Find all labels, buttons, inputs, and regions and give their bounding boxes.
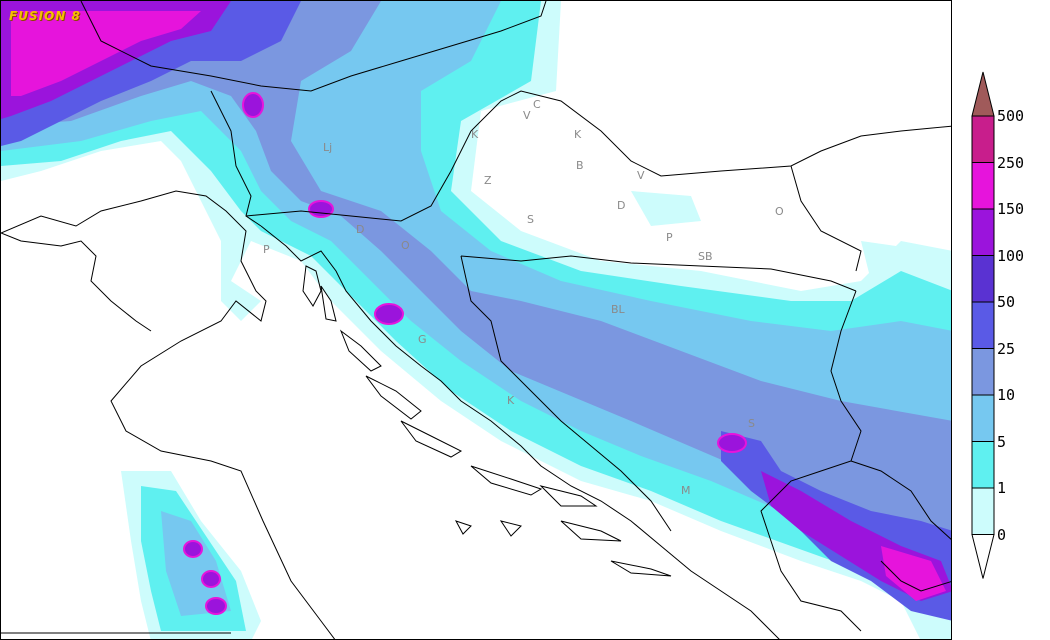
island: [470, 465, 543, 496]
coastline: [1, 190, 336, 639]
legend-swatch: [971, 255, 995, 303]
legend-swatch: [971, 162, 995, 210]
place-label-sb: SB: [698, 250, 713, 263]
precip-band-2: [161, 511, 231, 616]
place-label-bl: BL: [611, 303, 625, 316]
precip-spot: [242, 92, 264, 118]
island: [610, 560, 672, 577]
place-label-k3: K: [507, 394, 515, 407]
legend-level-label: 150: [997, 200, 1025, 218]
island: [320, 285, 337, 322]
border: [880, 560, 951, 592]
legend-swatch: [971, 487, 995, 535]
legend-level-label: 0: [997, 525, 1007, 544]
island: [454, 520, 472, 535]
precipitation-field: [1, 1, 951, 639]
place-label-s2: S: [748, 417, 755, 430]
precip-band-3: [1, 1, 951, 541]
place-label-p2: P: [666, 231, 673, 244]
map-canvas: [1, 1, 951, 639]
place-label-z: Z: [484, 174, 492, 187]
place-label-d1: D: [617, 199, 626, 212]
legend-swatch: [971, 348, 995, 396]
place-label-lj: Lj: [323, 141, 333, 154]
precip-spot: [308, 200, 334, 218]
border: [245, 90, 951, 222]
place-label-p1: P: [263, 243, 270, 256]
legend-swatch: [971, 301, 995, 349]
border: [460, 255, 857, 292]
border: [80, 1, 547, 92]
place-label-o1: O: [775, 205, 784, 218]
precip-spot: [717, 433, 747, 453]
place-label-v2: V: [637, 169, 645, 182]
model-brand-label: FUSION 8: [9, 9, 81, 23]
place-label-s1: S: [527, 213, 534, 226]
precip-band-7: [11, 11, 201, 96]
precip-spot: [201, 570, 221, 588]
precipitation-map: FUSION 8 Lj C V K K B Z V D S O P D O P SB BL G K S M: [0, 0, 952, 640]
legend-level-label: 500: [997, 107, 1025, 125]
place-label-k1: K: [471, 128, 479, 141]
place-label-g: G: [418, 333, 427, 346]
precip-band-7: [881, 546, 946, 601]
legend-swatch: [971, 394, 995, 442]
place-label-c: C: [533, 98, 541, 111]
island: [560, 520, 622, 542]
place-label-k2: K: [574, 128, 582, 141]
island: [302, 265, 322, 307]
legend-level-label: 50: [997, 293, 1016, 311]
legend-swatch: [971, 208, 995, 256]
place-label-o2: O: [401, 239, 410, 252]
precipitation-legend: [971, 71, 995, 579]
precip-spot: [374, 303, 404, 325]
coastline: [1, 232, 152, 332]
legend-level-label: 25: [997, 339, 1016, 358]
precip-spot: [205, 597, 227, 615]
border: [760, 290, 862, 632]
legend-level-label: 1: [997, 479, 1007, 497]
island: [539, 485, 598, 507]
coastline: [260, 225, 780, 639]
legend-level-label: 10: [997, 386, 1016, 404]
precip-spot: [183, 540, 203, 558]
border: [850, 460, 951, 540]
legend-swatch: [971, 115, 995, 163]
legend-level-label: 250: [997, 153, 1025, 172]
place-label-v1: V: [523, 109, 531, 122]
map-outlines: [1, 1, 951, 639]
precip-band-0: [631, 191, 701, 226]
legend-underflow-triangle: [971, 534, 995, 579]
place-label-d2: D: [356, 223, 365, 236]
place-label-m: M: [681, 484, 691, 497]
place-label-b: B: [576, 159, 584, 172]
island: [499, 520, 522, 537]
island: [365, 375, 422, 420]
island: [339, 329, 382, 372]
legend-level-label: 5: [997, 432, 1007, 451]
island: [400, 420, 463, 458]
legend-colorbar: [971, 71, 995, 579]
border: [460, 255, 672, 532]
precip-band-0: [861, 241, 951, 291]
border: [790, 165, 862, 272]
legend-level-label: 100: [997, 246, 1025, 265]
border: [210, 90, 262, 227]
legend-swatch: [971, 441, 995, 489]
legend-overflow-triangle: [971, 71, 995, 117]
